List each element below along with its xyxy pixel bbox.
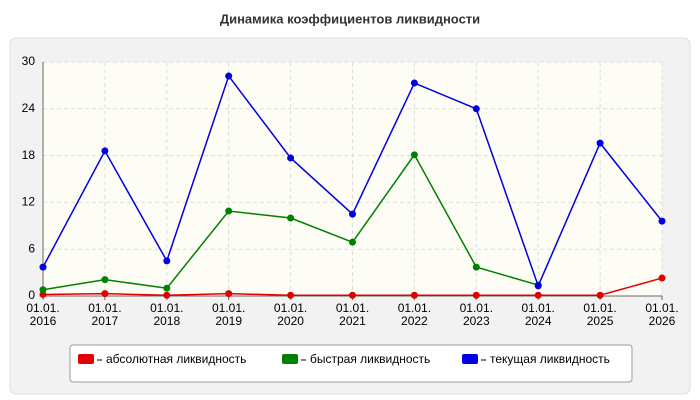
x-tick-label: 01.01. 2022: [397, 301, 432, 328]
x-tick-label: 01.01. 2023: [459, 301, 493, 328]
x-tick-label: 01.01. 2019: [212, 301, 246, 328]
data-point: [225, 290, 233, 298]
x-tick-label: 01.01. 2017: [88, 301, 122, 328]
x-tick-label: 01.01. 2025: [583, 301, 617, 328]
data-point: [658, 274, 666, 282]
data-point: [349, 210, 356, 218]
data-point: [410, 291, 418, 299]
data-point: [534, 282, 542, 290]
data-point: [101, 147, 109, 155]
data-point: [163, 291, 171, 299]
data-point: [472, 263, 480, 271]
legend-label: быстрая ликвидность: [310, 352, 430, 366]
data-point: [287, 154, 295, 162]
legend-swatch: [282, 354, 298, 364]
x-tick-label: 01.01. 2026: [645, 301, 679, 328]
data-point: [287, 291, 295, 299]
data-point: [163, 284, 171, 292]
legend-swatch: [462, 354, 478, 364]
y-tick-label: 0: [28, 288, 35, 302]
data-point: [163, 257, 171, 265]
data-point: [39, 286, 47, 294]
data-point: [39, 263, 47, 271]
y-tick-label: 30: [22, 54, 36, 68]
data-point: [349, 291, 356, 299]
legend-label: абсолютная ликвидность: [106, 352, 246, 366]
x-tick-label: 01.01. 2018: [150, 301, 184, 328]
data-point: [596, 291, 604, 299]
x-tick-label: 01.01. 2016: [26, 301, 60, 328]
legend-swatch: [78, 354, 94, 364]
legend: [69, 344, 633, 383]
chart-title: Динамика коэффициентов ликвидности: [220, 11, 480, 26]
x-tick-label: 01.01. 2020: [273, 301, 308, 328]
data-point: [658, 217, 666, 225]
data-point: [410, 151, 418, 159]
data-point: [472, 105, 480, 113]
y-tick-label: 24: [22, 101, 36, 115]
data-point: [225, 72, 233, 80]
data-point: [287, 214, 295, 222]
y-tick-label: 18: [22, 148, 36, 162]
y-tick-label: 6: [28, 241, 35, 255]
legend-label: текущая ликвидность: [490, 352, 610, 366]
data-point: [410, 79, 418, 87]
x-tick-label: 01.01. 2021: [335, 301, 370, 328]
data-point: [225, 207, 233, 215]
x-tick-label: 01.01. 2024: [521, 301, 555, 328]
data-point: [101, 290, 109, 298]
data-point: [596, 139, 604, 147]
data-point: [349, 238, 356, 246]
data-point: [472, 291, 480, 299]
data-point: [534, 291, 542, 299]
data-point: [101, 276, 109, 284]
y-tick-label: 12: [22, 195, 36, 209]
